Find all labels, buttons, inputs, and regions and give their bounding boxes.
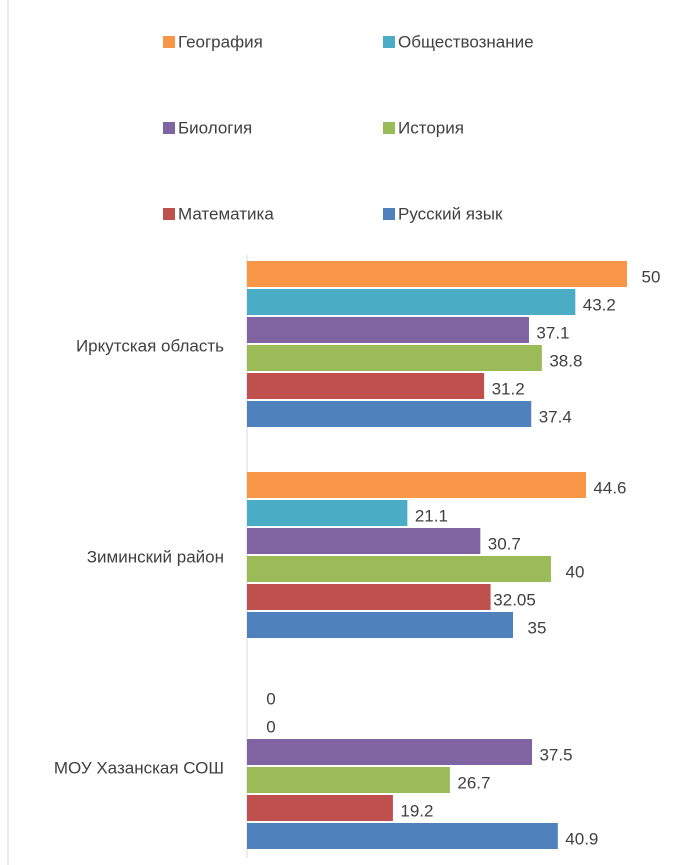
bar (247, 795, 393, 821)
bar (247, 472, 586, 498)
data-label: 37.4 (539, 407, 572, 426)
legend-label: География (178, 32, 263, 51)
data-label: 31.2 (492, 379, 525, 398)
y-tick-label: Иркутская область (76, 336, 224, 355)
legend-label: Математика (178, 204, 274, 223)
data-label: 38.8 (549, 351, 582, 370)
data-label: 0 (266, 717, 275, 736)
bar (247, 739, 532, 765)
bar (247, 823, 558, 849)
bar (247, 401, 532, 427)
bar (247, 261, 627, 287)
legend-label: Обществознание (398, 32, 534, 51)
bar (247, 584, 491, 610)
data-label: 44.6 (593, 478, 626, 497)
data-label: 40.9 (565, 829, 598, 848)
legend-swatch (383, 208, 395, 220)
legend-swatch (163, 208, 175, 220)
data-label: 21.1 (415, 506, 448, 525)
bar (247, 556, 551, 582)
y-tick-label: МОУ Хазанская СОШ (54, 758, 224, 777)
data-label: 19.2 (400, 801, 433, 820)
legend-swatch (163, 122, 175, 134)
legend-swatch (163, 36, 175, 48)
data-label: 0 (266, 689, 275, 708)
legend-swatch (383, 122, 395, 134)
bar (247, 289, 576, 315)
data-label: 43.2 (583, 295, 616, 314)
data-label: 50 (642, 267, 661, 286)
data-label: 37.5 (539, 745, 572, 764)
data-label: 35 (528, 618, 547, 637)
bar (247, 767, 450, 793)
bar (247, 373, 485, 399)
bar (247, 317, 529, 343)
y-tick-label: Зиминский район (87, 547, 224, 566)
legend-label: История (398, 118, 464, 137)
bar (247, 345, 542, 371)
data-label: 30.7 (488, 534, 521, 553)
data-label: 26.7 (457, 773, 490, 792)
legend-label: Русский язык (398, 204, 503, 223)
bar (247, 500, 408, 526)
data-label: 37.1 (536, 323, 569, 342)
data-label: 40 (566, 562, 585, 581)
data-label: 32.05 (493, 590, 536, 609)
bar (247, 528, 481, 554)
bar (247, 612, 513, 638)
legend-swatch (383, 36, 395, 48)
legend-label: Биология (178, 118, 252, 137)
